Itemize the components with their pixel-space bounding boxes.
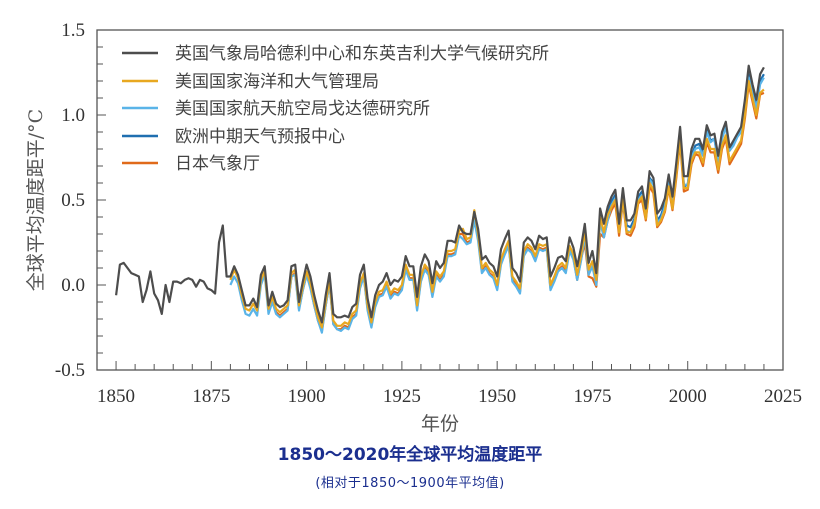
x-tick-label: 1975 — [573, 386, 611, 407]
legend-label: 欧洲中期天气预报中心 — [175, 127, 345, 147]
y-tick-label: 1.0 — [61, 105, 85, 126]
y-tick-label: -0.5 — [55, 360, 85, 381]
x-axis-title: 年份 — [421, 413, 459, 435]
legend-label: 日本气象厅 — [175, 154, 260, 174]
x-tick-label: 1950 — [478, 386, 516, 407]
x-tick-label: 1875 — [192, 386, 230, 407]
y-axis-title: 全球平均温度距平/°C — [25, 109, 47, 291]
series-layer — [115, 64, 765, 334]
y-tick-label: 0.5 — [61, 190, 85, 211]
x-tick-label: 1850 — [97, 386, 135, 407]
series-line-1 — [229, 79, 765, 329]
legend-item: 日本气象厅 — [122, 154, 260, 174]
legend-label: 美国国家海洋和大气管理局 — [175, 72, 379, 92]
legend: 英国气象局哈德利中心和东英吉利大学气候研究所美国国家海洋和大气管理局美国国家航天… — [122, 44, 549, 174]
y-tick-label: 0.0 — [61, 275, 85, 296]
x-tick-label: 1900 — [288, 386, 326, 407]
series-line-3 — [606, 73, 765, 230]
temperature-anomaly-chart: 1850 1875 1900 1925 1950 1975 2000 2025 -0.5 0.0 0… — [25, 20, 802, 435]
caption-subtitle: (相对于1850～1900年平均值) — [315, 476, 505, 491]
legend-item: 美国国家海洋和大气管理局 — [122, 72, 379, 92]
x-tick-label: 2025 — [764, 386, 802, 407]
legend-label: 英国气象局哈德利中心和东英吉利大学气候研究所 — [175, 44, 549, 64]
legend-item: 欧洲中期天气预报中心 — [122, 127, 345, 147]
tick-layer: 1850 1875 1900 1925 1950 1975 2000 2025 -0.5 0.0 0… — [55, 20, 802, 407]
x-tick-label: 1925 — [383, 386, 421, 407]
caption-title: 1850～2020年全球平均温度距平 — [277, 445, 543, 465]
legend-item: 美国国家航天航空局戈达德研究所 — [122, 99, 430, 119]
legend-item: 英国气象局哈德利中心和东英吉利大学气候研究所 — [122, 44, 549, 64]
legend-label: 美国国家航天航空局戈达德研究所 — [175, 99, 430, 119]
series-line-0 — [115, 64, 765, 324]
series-line-4 — [271, 83, 765, 332]
x-tick-label: 2000 — [669, 386, 707, 407]
y-tick-label: 1.5 — [61, 20, 85, 41]
